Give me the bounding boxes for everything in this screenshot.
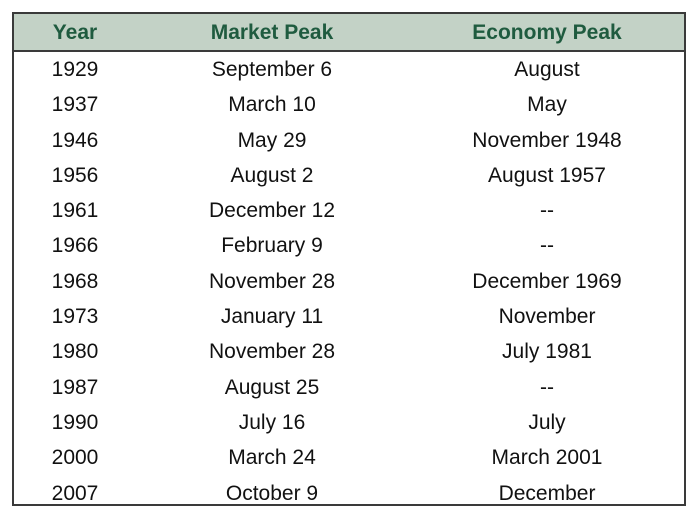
market-peak-cell: January 11 (220, 305, 324, 329)
economy-peak-cell: December (498, 481, 596, 505)
economy-peak-cell: August (514, 58, 580, 81)
market-peak-cell: November 28 (208, 269, 336, 293)
table-header: Year Market Peak Economy Peak (14, 14, 684, 52)
year-cell: 2000 (51, 446, 99, 470)
table-row: 1980 November 28 July 1981 (14, 334, 684, 369)
table-row: 1968 November 28 December 1969 (14, 264, 684, 299)
market-peak-cell: September 6 (211, 58, 333, 81)
year-cell: 1980 (51, 340, 99, 364)
economy-peak-cell: July 1981 (502, 340, 592, 364)
year-cell: 1966 (51, 234, 99, 258)
year-cell: 1987 (51, 375, 99, 399)
table-row: 1956 August 2 August 1957 (14, 158, 684, 193)
market-peak-cell: May 29 (237, 128, 307, 152)
table-row: 1937 March 10 May (14, 87, 684, 122)
header-year: Year (52, 21, 98, 44)
year-cell: 1990 (51, 410, 99, 434)
economy-peak-cell: December 1969 (472, 269, 622, 293)
table-row: 2007 October 9 December (14, 476, 684, 511)
year-cell: 2007 (51, 481, 99, 505)
table-row: 2000 March 24 March 2001 (14, 440, 684, 475)
market-peak-cell: October 9 (225, 481, 319, 505)
header-market-peak: Market Peak (210, 21, 334, 44)
economy-peak-cell: March 2001 (491, 446, 603, 470)
economy-peak-cell: May (527, 93, 567, 117)
year-cell: 1973 (51, 305, 99, 329)
table-row: 1987 August 25 -- (14, 370, 684, 405)
table-row: 1961 December 12 -- (14, 193, 684, 228)
market-peak-cell: July 16 (238, 410, 306, 434)
market-peak-cell: March 10 (228, 93, 316, 117)
market-peak-cell: August 25 (224, 375, 320, 399)
market-peak-cell: August 2 (230, 163, 314, 187)
market-peak-cell: November 28 (208, 340, 336, 364)
year-cell: 1956 (51, 163, 99, 187)
table-row: 1946 May 29 November 1948 (14, 123, 684, 158)
economy-peak-cell: -- (540, 199, 554, 223)
market-peak-cell: March 24 (228, 446, 316, 470)
economy-peak-cell: August 1957 (488, 163, 606, 187)
table-body: 1929 September 6 August 1937 March 10 Ma… (14, 52, 684, 511)
year-cell: 1937 (51, 93, 99, 117)
market-peak-cell: February 9 (221, 234, 323, 258)
economy-peak-cell: November (498, 305, 596, 329)
year-cell: 1946 (51, 128, 99, 152)
economy-peak-cell: -- (540, 234, 554, 258)
peaks-table: Year Market Peak Economy Peak 1929 Septe… (12, 12, 686, 506)
economy-peak-cell: -- (540, 375, 554, 399)
market-peak-cell: December 12 (208, 199, 336, 223)
year-cell: 1968 (51, 269, 99, 293)
year-cell: 1929 (51, 58, 99, 81)
header-economy-peak: Economy Peak (472, 21, 622, 44)
economy-peak-cell: November 1948 (472, 128, 622, 152)
year-cell: 1961 (51, 199, 99, 223)
table-row: 1929 September 6 August (14, 52, 684, 87)
table-row: 1973 January 11 November (14, 299, 684, 334)
table-row: 1990 July 16 July (14, 405, 684, 440)
economy-peak-cell: July (528, 410, 566, 434)
table-row: 1966 February 9 -- (14, 228, 684, 263)
